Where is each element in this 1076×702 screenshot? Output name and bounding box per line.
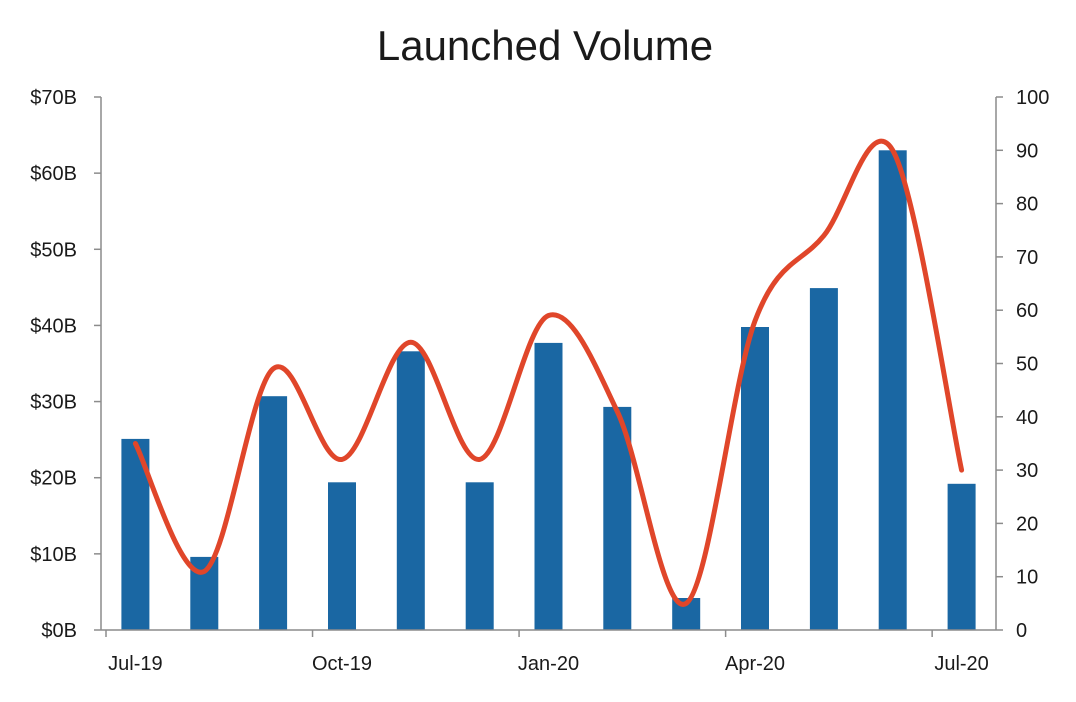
right-y-tick-label: 60: [1016, 300, 1038, 322]
right-y-tick-label: 70: [1016, 247, 1038, 269]
right-y-ticks: 0 10 20 30 40 50 60 70 80 90 100: [996, 87, 1049, 642]
bar: [809, 288, 838, 630]
line-series: [132, 138, 965, 607]
x-ticks: Jul-19 Oct-19 Jan-20 Apr-20 Jul-20: [105, 630, 989, 675]
x-tick-label: Jan-20: [518, 653, 579, 675]
left-y-tick-label: $50B: [30, 239, 77, 261]
bar: [741, 327, 769, 630]
right-y-tick-label: 100: [1016, 87, 1049, 109]
right-y-tick-label: 20: [1016, 513, 1038, 535]
x-tick-label: Apr-20: [725, 653, 785, 675]
left-y-tick-label: $0B: [41, 620, 77, 642]
left-y-tick-label: $10B: [30, 544, 77, 566]
bar-series: [121, 150, 976, 631]
right-y-tick-label: 90: [1016, 140, 1038, 162]
bar: [878, 150, 907, 631]
bar: [947, 483, 976, 630]
left-y-tick-label: $40B: [30, 315, 77, 337]
left-y-ticks: $0B $10B $20B $30B $40B $50B $60B $70B: [30, 87, 101, 642]
right-y-tick-label: 50: [1016, 354, 1038, 376]
bar: [396, 351, 425, 630]
x-tick-label: Oct-19: [312, 653, 372, 675]
left-y-tick-label: $70B: [30, 87, 77, 109]
right-y-tick-label: 80: [1016, 194, 1038, 216]
bar: [534, 342, 563, 630]
bar: [465, 482, 494, 630]
bar: [259, 396, 288, 630]
right-y-tick-label: 0: [1016, 620, 1027, 642]
right-y-tick-label: 10: [1016, 567, 1038, 589]
x-tick-label: Jul-19: [108, 653, 162, 675]
x-tick-label: Jul-20: [934, 653, 988, 675]
bar: [328, 482, 356, 630]
chart-title: Launched Volume: [377, 22, 713, 69]
left-y-tick-label: $30B: [30, 392, 77, 414]
right-y-tick-label: 40: [1016, 407, 1038, 429]
left-y-tick-label: $60B: [30, 163, 77, 185]
left-y-tick-label: $20B: [30, 468, 77, 490]
right-y-tick-label: 30: [1016, 460, 1038, 482]
